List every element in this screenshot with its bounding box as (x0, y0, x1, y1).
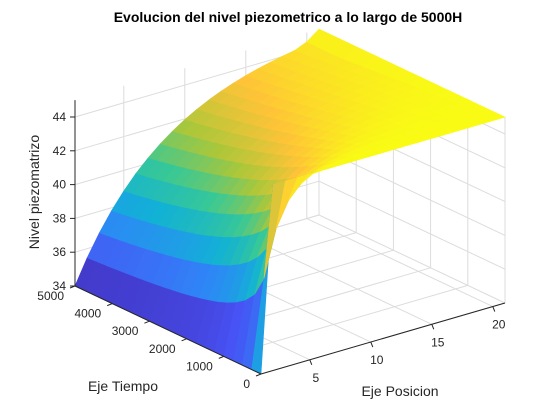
z-tick-label: 38 (53, 211, 67, 225)
y-tick-mark (181, 338, 187, 342)
y-tick-label: 2000 (149, 342, 176, 356)
y-axis-line (74, 285, 262, 375)
y-tick-label: 0 (243, 377, 250, 391)
surface-layer (74, 28, 506, 375)
grid-line (74, 45, 320, 118)
z-tick-label: 42 (53, 144, 67, 158)
x-tick-label: 15 (431, 335, 445, 349)
z-tick-label: 40 (53, 178, 67, 192)
y-tick-mark (107, 303, 113, 307)
z-tick-label: 44 (53, 110, 67, 124)
y-tick-label: 4000 (74, 307, 101, 321)
grid-line (245, 235, 433, 325)
grid-line (318, 180, 506, 270)
grid-line (318, 214, 506, 304)
chart-title: Evolucion del nivel piezometrico a lo la… (114, 9, 463, 25)
y-tick-mark (144, 320, 150, 324)
z-tick-label: 34 (53, 279, 67, 293)
surface-patch (482, 112, 506, 122)
x-axis-label: Eje Posicion (361, 383, 438, 399)
x-tick-label: 5 (312, 371, 319, 385)
y-tick-mark (255, 373, 262, 377)
x-tick-label: 20 (492, 318, 506, 332)
z-tick-label: 36 (53, 245, 67, 259)
grid-line (223, 284, 468, 357)
x-tick-mark (492, 306, 496, 312)
z-axis-label: Nivel piezomatrizo (26, 135, 42, 250)
grid-line (306, 218, 494, 308)
x-tick-mark (431, 324, 435, 330)
y-tick-label: 1000 (186, 359, 213, 373)
y-tick-label: 5000 (37, 289, 64, 303)
x-tick-mark (309, 359, 313, 365)
y-tick-label: 3000 (112, 324, 139, 338)
x-axis-line (260, 302, 506, 375)
y-tick-mark (218, 355, 224, 359)
y-axis-label: Eje Tiempo (88, 378, 158, 394)
label-layer: Evolucion del nivel piezometrico a lo la… (26, 9, 506, 399)
x-tick-label: 10 (370, 353, 384, 367)
x-tick-mark (370, 341, 374, 348)
axis-layer (69, 100, 506, 377)
